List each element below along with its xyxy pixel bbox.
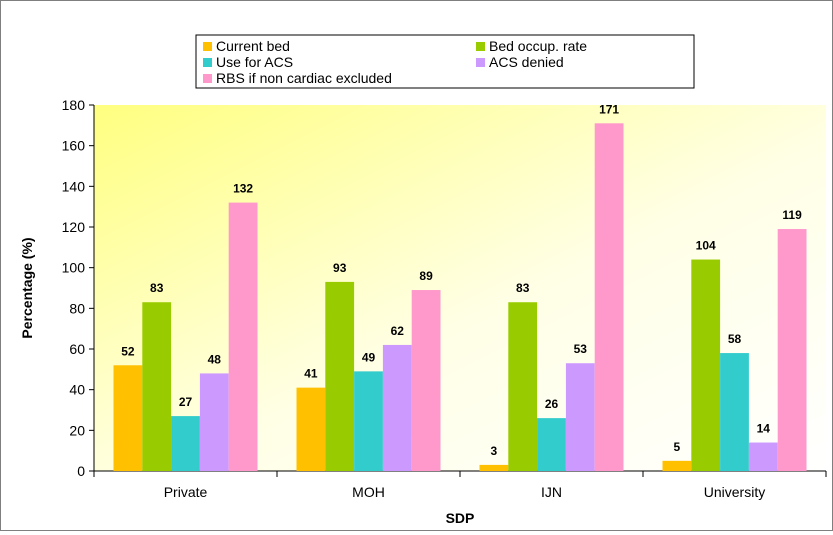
legend-swatch [203,74,212,83]
x-axis-title: SDP [446,510,475,526]
legend-label: Current bed [216,38,290,54]
data-label: 5 [674,440,681,454]
y-tick-label: 120 [62,219,86,235]
bar [199,373,229,471]
data-label: 119 [782,208,802,222]
legend-label: Use for ACS [216,54,293,70]
bar [691,259,721,471]
y-tick-label: 140 [62,178,86,194]
data-label: 49 [362,350,376,364]
data-label: 14 [757,422,771,436]
y-tick-label: 0 [77,463,85,479]
y-tick-label: 100 [62,260,86,276]
bar [662,460,692,471]
legend-swatch [203,42,212,51]
legend-label: Bed occup. rate [489,38,587,54]
bar [537,418,566,471]
legend-swatch [203,58,212,67]
data-labels: 52 83 27 48 132 41 93 49 62 89 3 83 26 53 171 5 104 58 14 1… [121,102,802,458]
y-axis: 0 20 40 60 80 100 120 140 160 180 [62,97,95,479]
data-label: 83 [516,281,530,295]
data-label: 132 [233,182,253,196]
bar [113,365,143,471]
legend: Current bed Bed occup. rate Use for ACS ACS… [195,34,695,89]
data-label: 171 [599,102,619,116]
y-tick-label: 20 [69,422,85,438]
data-label: 58 [728,332,742,346]
bar [296,387,326,471]
bar [720,353,749,471]
bar [325,281,355,471]
data-label: 41 [304,367,318,381]
data-label: 62 [391,324,405,338]
bar [479,464,509,471]
x-tick-label: MOH [352,484,385,500]
y-tick-label: 80 [69,300,85,316]
y-tick-label: 40 [69,382,85,398]
x-tick-label: Private [164,484,208,500]
x-axis: Private MOH IJN University [93,470,827,500]
data-label: 53 [574,342,588,356]
bar [594,123,624,472]
data-label: 3 [491,444,498,458]
legend-swatch [476,58,485,67]
data-label: 26 [545,397,559,411]
data-label: 48 [208,352,222,366]
bar [382,344,412,471]
bar [508,302,538,471]
legend-box [195,34,695,89]
data-label: 27 [179,395,193,409]
bar [748,442,778,471]
bar [171,416,200,471]
legend-swatch [476,42,485,51]
y-tick-label: 160 [62,138,86,154]
data-label: 93 [333,261,347,275]
x-tick-label: IJN [541,484,562,500]
data-label: 83 [150,281,164,295]
data-label: 89 [419,269,433,283]
bar [354,371,383,471]
bar [411,290,441,471]
data-label: 52 [121,344,135,358]
data-label: 104 [696,239,716,253]
x-tick-label: University [704,484,765,500]
legend-label: ACS denied [489,54,564,70]
y-tick-label: 60 [69,341,85,357]
y-axis-title: Percentage (%) [19,237,35,338]
bar [228,202,258,471]
bar [565,363,595,471]
bars [113,123,807,472]
bar [142,302,172,471]
bar [777,229,807,471]
legend-label: RBS if non cardiac excluded [216,70,392,86]
y-tick-label: 180 [62,97,86,113]
